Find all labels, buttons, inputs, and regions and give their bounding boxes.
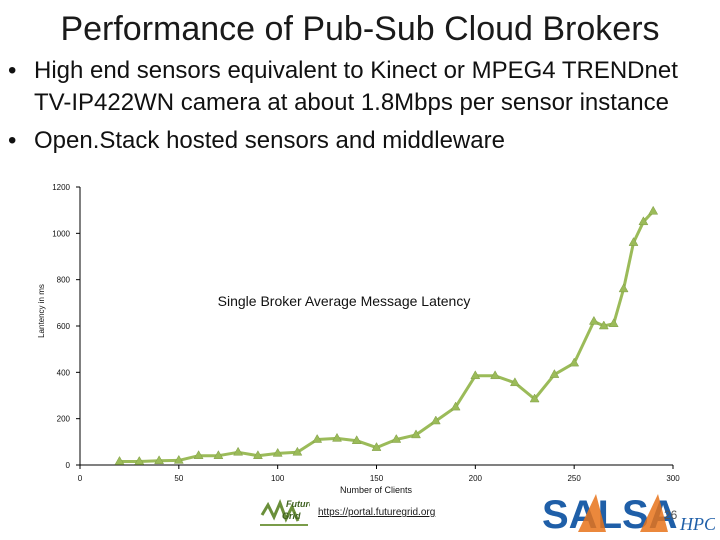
data-point (351, 435, 362, 444)
data-point (430, 415, 441, 425)
data-point (509, 377, 520, 387)
x-tick-label: 50 (174, 474, 183, 483)
data-point (332, 432, 342, 442)
series-line (119, 210, 655, 463)
slide-title: Performance of Pub-Sub Cloud Brokers (60, 10, 660, 48)
chart-series (114, 205, 659, 465)
svg-text:Future: Future (286, 499, 310, 509)
data-point (529, 393, 540, 403)
data-point (391, 433, 402, 443)
data-point (173, 454, 184, 464)
data-point (638, 216, 649, 226)
page-number: 26 (664, 508, 678, 522)
data-point (598, 320, 609, 330)
data-point (549, 369, 560, 378)
data-point (114, 455, 125, 465)
x-tick-label: 200 (469, 474, 483, 483)
y-tick-label: 200 (57, 415, 71, 424)
data-point (134, 455, 145, 465)
data-point (608, 318, 619, 327)
data-point (569, 357, 580, 367)
data-point (292, 446, 303, 456)
data-point (154, 455, 165, 465)
data-point (470, 370, 481, 380)
svg-text:HPC: HPC (679, 514, 715, 534)
y-tick-label: 0 (66, 461, 71, 470)
data-point (312, 433, 323, 443)
data-point (252, 450, 263, 459)
y-tick-label: 1000 (52, 229, 70, 238)
x-axis-label: Number of Clients (340, 485, 413, 495)
svg-text:Grid: Grid (282, 511, 301, 521)
data-point (490, 370, 501, 380)
data-point (233, 446, 244, 456)
x-tick-label: 150 (370, 474, 384, 483)
data-point (193, 450, 204, 459)
x-tick-label: 100 (271, 474, 285, 483)
x-tick-label: 300 (666, 474, 680, 483)
data-point (272, 447, 283, 457)
x-tick-label: 250 (567, 474, 581, 483)
bullet-list: High end sensors equivalent to Kinect or… (8, 55, 713, 163)
salsa-hpc-logo: SALSA HPC (542, 493, 715, 536)
data-point (213, 450, 224, 459)
data-point (411, 429, 421, 439)
y-tick-label: 800 (57, 276, 71, 285)
data-point (618, 283, 629, 293)
chart-title: Single Broker Average Message Latency (218, 293, 471, 309)
data-point (588, 315, 599, 325)
futuregrid-logo: Future Grid (260, 498, 310, 526)
y-tick-label: 1200 (52, 183, 70, 192)
x-tick-label: 0 (78, 474, 83, 483)
data-point (371, 442, 382, 451)
y-axis-label: Lantency in ms (37, 284, 46, 338)
chart-axes: 0 200 400 600 800 1000 1200 0 50 100 150 200 250 300 (52, 183, 680, 483)
data-point (628, 237, 639, 246)
data-point (648, 205, 659, 215)
footer-link[interactable]: https://portal.futuregrid.org (318, 507, 436, 518)
bullet-item: Open.Stack hosted sensors and middleware (8, 125, 713, 157)
y-tick-label: 400 (57, 368, 71, 377)
bullet-item: High end sensors equivalent to Kinect or… (8, 55, 713, 119)
data-point (450, 401, 461, 411)
y-tick-label: 600 (57, 322, 71, 331)
